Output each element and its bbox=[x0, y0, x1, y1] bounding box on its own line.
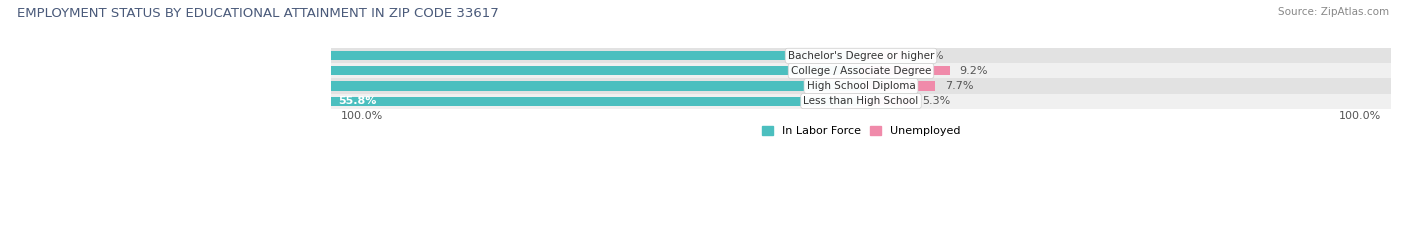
Text: 4.7%: 4.7% bbox=[915, 51, 945, 61]
Text: 55.8%: 55.8% bbox=[337, 96, 377, 106]
Text: 5.3%: 5.3% bbox=[922, 96, 950, 106]
Bar bbox=[52, 66, 860, 75]
Text: 84.0%: 84.0% bbox=[66, 66, 104, 76]
Bar bbox=[330, 48, 1391, 63]
Text: 85.0%: 85.0% bbox=[56, 51, 94, 61]
Text: 88.4%: 88.4% bbox=[24, 81, 62, 91]
Bar bbox=[330, 79, 1391, 93]
Text: EMPLOYMENT STATUS BY EDUCATIONAL ATTAINMENT IN ZIP CODE 33617: EMPLOYMENT STATUS BY EDUCATIONAL ATTAINM… bbox=[17, 7, 499, 20]
Text: 100.0%: 100.0% bbox=[340, 111, 382, 121]
Text: 100.0%: 100.0% bbox=[1339, 111, 1381, 121]
Bar bbox=[860, 51, 907, 60]
Legend: In Labor Force, Unemployed: In Labor Force, Unemployed bbox=[758, 122, 965, 140]
Bar bbox=[323, 96, 860, 106]
Text: 7.7%: 7.7% bbox=[945, 81, 973, 91]
Bar bbox=[10, 82, 860, 90]
Text: Source: ZipAtlas.com: Source: ZipAtlas.com bbox=[1278, 7, 1389, 17]
Text: Bachelor's Degree or higher: Bachelor's Degree or higher bbox=[787, 51, 934, 61]
Text: Less than High School: Less than High School bbox=[803, 96, 918, 106]
Bar bbox=[330, 63, 1391, 79]
Bar bbox=[860, 66, 949, 75]
Bar bbox=[860, 82, 935, 90]
Bar bbox=[860, 96, 912, 106]
Text: High School Diploma: High School Diploma bbox=[807, 81, 915, 91]
Bar bbox=[42, 51, 860, 60]
Text: College / Associate Degree: College / Associate Degree bbox=[790, 66, 931, 76]
Bar bbox=[330, 93, 1391, 109]
Text: 9.2%: 9.2% bbox=[959, 66, 988, 76]
